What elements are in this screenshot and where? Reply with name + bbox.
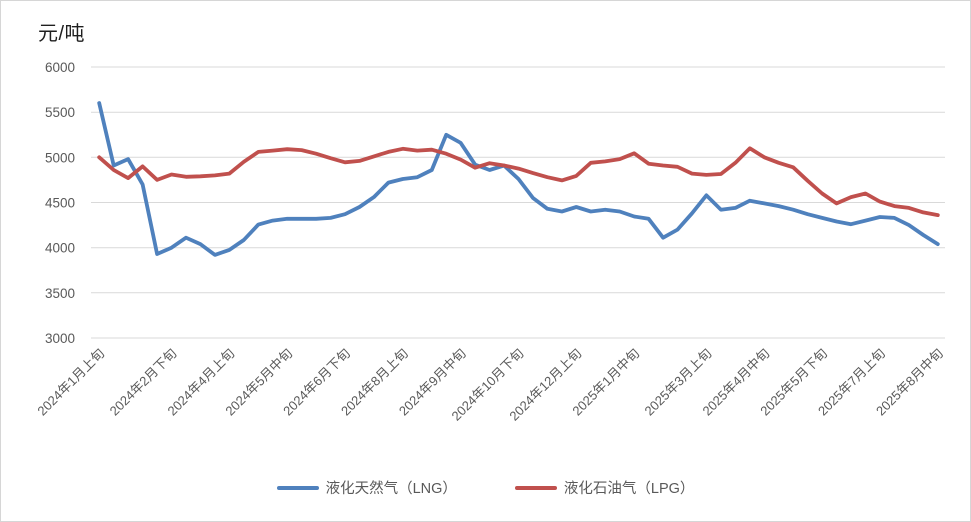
y-tick-label: 4500 bbox=[45, 196, 75, 211]
x-axis-labels: 2024年1月上旬 2024年2月下旬2024年4月上旬2024年5月中旬2024… bbox=[34, 346, 946, 424]
y-axis-unit-title: 元/吨 bbox=[38, 23, 86, 45]
legend-item-lng: 液化天然气（LNG） bbox=[276, 477, 457, 498]
y-tick-label: 5500 bbox=[45, 105, 75, 120]
y-tick-label: 5000 bbox=[45, 150, 75, 165]
legend: 液化天然气（LNG） 液化石油气（LPG） bbox=[1, 477, 970, 498]
gridlines bbox=[91, 66, 945, 339]
series-line-lpg bbox=[97, 146, 940, 218]
y-axis-labels: 3000 3500 4000 4500 5000 5500 6000 bbox=[45, 60, 75, 346]
y-tick-label: 3000 bbox=[45, 331, 75, 346]
legend-label-lpg: 液化石油气（LPG） bbox=[563, 481, 695, 497]
series-line-lng bbox=[97, 101, 940, 257]
legend-label-lng: 液化天然气（LNG） bbox=[325, 481, 457, 497]
y-tick-label: 6000 bbox=[45, 60, 75, 75]
y-tick-label: 4000 bbox=[45, 241, 75, 256]
lpg-line-swatch-icon bbox=[514, 485, 557, 490]
x-tick-label: 2024年1月上旬 bbox=[34, 346, 107, 419]
y-tick-label: 3500 bbox=[45, 286, 75, 301]
legend-item-lpg: 液化石油气（LPG） bbox=[514, 477, 695, 498]
lng-line-swatch-icon bbox=[276, 485, 319, 490]
